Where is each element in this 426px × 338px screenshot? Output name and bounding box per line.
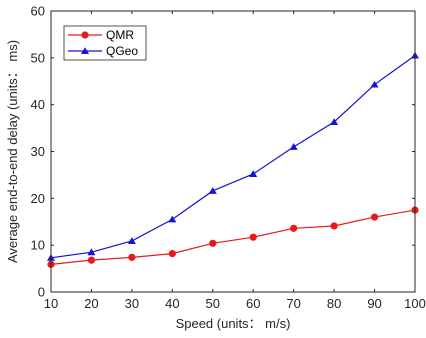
data-point-qgeo <box>370 80 379 88</box>
series-line-qgeo <box>50 55 416 259</box>
x-tick-label: 40 <box>165 296 179 311</box>
data-point-qgeo <box>208 187 217 194</box>
legend-box <box>63 25 147 61</box>
x-tick-label: 50 <box>206 296 220 311</box>
x-tick-label: 90 <box>367 296 381 311</box>
x-tick-label: 60 <box>246 296 260 311</box>
y-tick-label: 10 <box>31 238 45 253</box>
legend: QMR QGeo <box>63 25 147 61</box>
data-point-qmr <box>370 213 379 221</box>
legend-item-qmr: QMR <box>68 28 134 42</box>
series-qmr <box>47 206 419 268</box>
series-line-qmr <box>50 209 416 265</box>
legend-marker-qgeo <box>81 47 89 54</box>
x-axis-title: Speed (units： m/s) <box>176 316 291 331</box>
y-tick-label: 40 <box>31 97 45 112</box>
data-point-qmr <box>249 233 257 241</box>
y-tick-label: 60 <box>31 4 45 19</box>
data-point-qmr <box>290 224 298 232</box>
data-point-qmr <box>330 222 338 230</box>
y-tick-label: 20 <box>31 191 45 206</box>
data-point-qgeo <box>168 215 177 223</box>
y-tick-label: 30 <box>31 144 45 159</box>
legend-marker-qmr <box>81 31 89 39</box>
y-tick-label: 0 <box>38 285 45 300</box>
data-point-qgeo <box>249 170 258 177</box>
x-tick-label: 80 <box>327 296 341 311</box>
data-point-qmr <box>128 253 136 261</box>
x-tick-label: 70 <box>286 296 300 311</box>
legend-label-qgeo: QGeo <box>106 44 138 58</box>
data-point-qgeo <box>330 118 339 125</box>
x-tick-label: 20 <box>84 296 98 311</box>
data-point-qgeo <box>127 237 136 244</box>
series-layer <box>47 51 419 268</box>
data-point-qgeo <box>289 143 298 150</box>
legend-item-qgeo: QGeo <box>68 44 138 58</box>
data-point-qmr <box>168 249 176 258</box>
x-tick-label: 30 <box>125 296 139 311</box>
data-point-qmr <box>209 239 217 247</box>
data-point-qgeo <box>87 248 96 256</box>
x-tick-label: 100 <box>404 296 426 311</box>
x-tick-label: 10 <box>44 296 58 311</box>
legend-label-qmr: QMR <box>106 28 134 42</box>
data-point-qmr <box>87 256 96 264</box>
y-tick-label: 50 <box>31 50 45 65</box>
y-axis-title: Average end-to-end delay (units： ms) <box>5 40 20 263</box>
